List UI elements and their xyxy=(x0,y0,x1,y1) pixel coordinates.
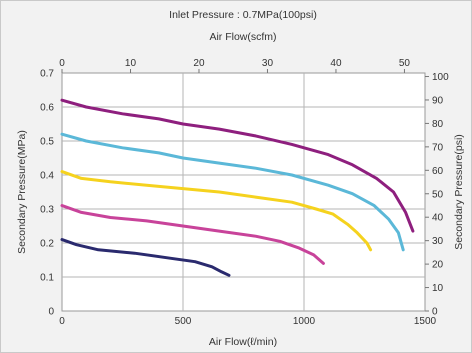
y-tick-label-left: 0.4 xyxy=(40,171,54,182)
x-axis-label: Air Flow(ℓ/min) xyxy=(209,336,277,348)
y-tick-label-right: 20 xyxy=(432,260,444,271)
y-tick-label-right: 40 xyxy=(432,213,444,224)
y-tick-label-left: 0.3 xyxy=(40,205,54,216)
y-tick-label-left: 0.5 xyxy=(40,137,54,148)
x-tick-label: 1500 xyxy=(414,316,437,327)
y-tick-label-right: 50 xyxy=(432,189,444,200)
y-tick-label-right: 90 xyxy=(432,95,444,106)
x-tick-label: 500 xyxy=(175,316,192,327)
x-tick-label: 0 xyxy=(59,316,65,327)
y-tick-label-right: 10 xyxy=(432,283,444,294)
plot-area xyxy=(62,73,425,311)
y-tick-label-left: 0.2 xyxy=(40,239,54,250)
y-tick-label-right: 70 xyxy=(432,142,444,153)
chart-title: Inlet Pressure : 0.7MPa(100psi) xyxy=(169,9,317,21)
top-x-tick-label: 10 xyxy=(125,58,137,69)
y-tick-label-left: 0.6 xyxy=(40,103,54,114)
top-x-tick-label: 50 xyxy=(399,58,411,69)
y-tick-label-left: 0.1 xyxy=(40,273,54,284)
y-tick-label-right: 60 xyxy=(432,166,444,177)
y-tick-label-left: 0 xyxy=(48,307,54,318)
x-tick-label: 1000 xyxy=(293,316,316,327)
y-tick-label-right: 80 xyxy=(432,119,444,130)
y-tick-label-right: 100 xyxy=(432,72,449,83)
top-x-tick-label: 20 xyxy=(193,58,205,69)
y-tick-label-right: 0 xyxy=(432,307,438,318)
top-x-tick-label: 30 xyxy=(262,58,274,69)
y-tick-label-right: 30 xyxy=(432,236,444,247)
y-axis-label-left: Secondary Pressure(MPa) xyxy=(16,130,28,254)
top-x-tick-label: 0 xyxy=(59,58,65,69)
y-tick-label-left: 0.7 xyxy=(40,69,54,80)
y-axis-label-right: Secondary Pressure(psi) xyxy=(453,134,465,250)
top-x-axis-label: Air Flow(scfm) xyxy=(209,31,276,43)
top-x-tick-label: 40 xyxy=(330,58,342,69)
